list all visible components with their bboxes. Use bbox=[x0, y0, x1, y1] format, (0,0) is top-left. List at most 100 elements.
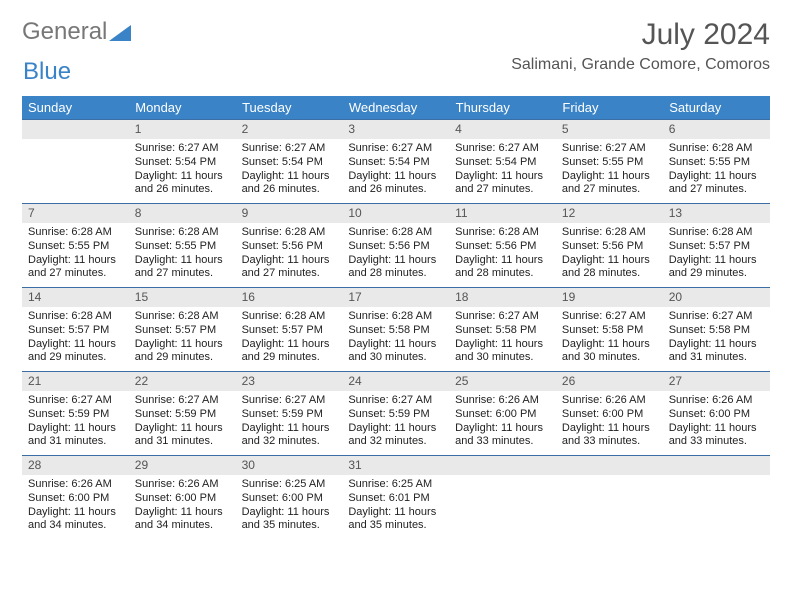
day-body: Sunrise: 6:26 AMSunset: 6:00 PMDaylight:… bbox=[22, 475, 129, 539]
sunset-line: Sunset: 6:00 PM bbox=[562, 408, 657, 422]
day-number: 5 bbox=[556, 119, 663, 139]
sunrise-line: Sunrise: 6:28 AM bbox=[135, 310, 230, 324]
col-fri: Friday bbox=[556, 96, 663, 119]
day-number: 13 bbox=[663, 203, 770, 223]
sunrise-line: Sunrise: 6:27 AM bbox=[135, 394, 230, 408]
calendar-cell: 4Sunrise: 6:27 AMSunset: 5:54 PMDaylight… bbox=[449, 119, 556, 203]
calendar-cell: 25Sunrise: 6:26 AMSunset: 6:00 PMDayligh… bbox=[449, 371, 556, 455]
sunset-line: Sunset: 5:59 PM bbox=[242, 408, 337, 422]
daylight-line: Daylight: 11 hours and 29 minutes. bbox=[28, 338, 123, 366]
daylight-line: Daylight: 11 hours and 32 minutes. bbox=[242, 422, 337, 450]
day-number-empty bbox=[449, 455, 556, 475]
calendar-week-row: 28Sunrise: 6:26 AMSunset: 6:00 PMDayligh… bbox=[22, 455, 770, 539]
day-number: 24 bbox=[342, 371, 449, 391]
daylight-line: Daylight: 11 hours and 33 minutes. bbox=[455, 422, 550, 450]
sunset-line: Sunset: 5:56 PM bbox=[562, 240, 657, 254]
day-body: Sunrise: 6:27 AMSunset: 5:58 PMDaylight:… bbox=[449, 307, 556, 371]
day-body: Sunrise: 6:27 AMSunset: 5:59 PMDaylight:… bbox=[22, 391, 129, 455]
day-number: 6 bbox=[663, 119, 770, 139]
calendar-cell: 23Sunrise: 6:27 AMSunset: 5:59 PMDayligh… bbox=[236, 371, 343, 455]
daylight-line: Daylight: 11 hours and 35 minutes. bbox=[348, 506, 443, 534]
day-body: Sunrise: 6:27 AMSunset: 5:59 PMDaylight:… bbox=[342, 391, 449, 455]
day-body: Sunrise: 6:26 AMSunset: 6:00 PMDaylight:… bbox=[129, 475, 236, 539]
daylight-line: Daylight: 11 hours and 26 minutes. bbox=[242, 170, 337, 198]
day-number: 10 bbox=[342, 203, 449, 223]
sunrise-line: Sunrise: 6:27 AM bbox=[562, 142, 657, 156]
calendar-cell: 21Sunrise: 6:27 AMSunset: 5:59 PMDayligh… bbox=[22, 371, 129, 455]
daylight-line: Daylight: 11 hours and 28 minutes. bbox=[562, 254, 657, 282]
day-body: Sunrise: 6:27 AMSunset: 5:55 PMDaylight:… bbox=[556, 139, 663, 203]
day-number: 25 bbox=[449, 371, 556, 391]
day-number: 9 bbox=[236, 203, 343, 223]
calendar-cell: 17Sunrise: 6:28 AMSunset: 5:58 PMDayligh… bbox=[342, 287, 449, 371]
day-number: 16 bbox=[236, 287, 343, 307]
daylight-line: Daylight: 11 hours and 35 minutes. bbox=[242, 506, 337, 534]
day-number: 26 bbox=[556, 371, 663, 391]
daylight-line: Daylight: 11 hours and 31 minutes. bbox=[28, 422, 123, 450]
day-number: 7 bbox=[22, 203, 129, 223]
daylight-line: Daylight: 11 hours and 33 minutes. bbox=[669, 422, 764, 450]
calendar-cell: 24Sunrise: 6:27 AMSunset: 5:59 PMDayligh… bbox=[342, 371, 449, 455]
sunrise-line: Sunrise: 6:28 AM bbox=[669, 226, 764, 240]
sunset-line: Sunset: 5:57 PM bbox=[242, 324, 337, 338]
calendar-cell: 18Sunrise: 6:27 AMSunset: 5:58 PMDayligh… bbox=[449, 287, 556, 371]
sunset-line: Sunset: 5:54 PM bbox=[348, 156, 443, 170]
day-number: 31 bbox=[342, 455, 449, 475]
sunrise-line: Sunrise: 6:28 AM bbox=[348, 226, 443, 240]
sunset-line: Sunset: 5:55 PM bbox=[135, 240, 230, 254]
daylight-line: Daylight: 11 hours and 29 minutes. bbox=[135, 338, 230, 366]
sunrise-line: Sunrise: 6:28 AM bbox=[242, 226, 337, 240]
sunset-line: Sunset: 6:00 PM bbox=[669, 408, 764, 422]
calendar-cell: 3Sunrise: 6:27 AMSunset: 5:54 PMDaylight… bbox=[342, 119, 449, 203]
calendar-cell: 1Sunrise: 6:27 AMSunset: 5:54 PMDaylight… bbox=[129, 119, 236, 203]
day-body: Sunrise: 6:26 AMSunset: 6:00 PMDaylight:… bbox=[556, 391, 663, 455]
sunrise-line: Sunrise: 6:26 AM bbox=[455, 394, 550, 408]
day-number-empty bbox=[663, 455, 770, 475]
day-number: 27 bbox=[663, 371, 770, 391]
sunset-line: Sunset: 5:56 PM bbox=[455, 240, 550, 254]
day-number: 22 bbox=[129, 371, 236, 391]
day-body: Sunrise: 6:27 AMSunset: 5:59 PMDaylight:… bbox=[236, 391, 343, 455]
sunset-line: Sunset: 5:54 PM bbox=[455, 156, 550, 170]
sunrise-line: Sunrise: 6:27 AM bbox=[242, 394, 337, 408]
day-body-empty bbox=[556, 475, 663, 533]
calendar-cell: 15 Sunrise: 6:28 AMSunset: 5:57 PMDayligh… bbox=[129, 287, 236, 371]
calendar-cell bbox=[449, 455, 556, 539]
sunrise-line: Sunrise: 6:27 AM bbox=[455, 310, 550, 324]
day-number: 11 bbox=[449, 203, 556, 223]
day-body: Sunrise: 6:28 AMSunset: 5:55 PMDaylight:… bbox=[22, 223, 129, 287]
sunrise-line: Sunrise: 6:27 AM bbox=[242, 142, 337, 156]
day-number: 8 bbox=[129, 203, 236, 223]
day-body: Sunrise: 6:27 AMSunset: 5:58 PMDaylight:… bbox=[663, 307, 770, 371]
sunrise-line: Sunrise: 6:27 AM bbox=[669, 310, 764, 324]
day-number: 15 bbox=[129, 287, 236, 307]
sunset-line: Sunset: 5:57 PM bbox=[28, 324, 123, 338]
daylight-line: Daylight: 11 hours and 28 minutes. bbox=[348, 254, 443, 282]
sunrise-line: Sunrise: 6:27 AM bbox=[455, 142, 550, 156]
daylight-line: Daylight: 11 hours and 29 minutes. bbox=[669, 254, 764, 282]
calendar-cell bbox=[663, 455, 770, 539]
sunrise-line: Sunrise: 6:27 AM bbox=[348, 394, 443, 408]
calendar-cell: 12Sunrise: 6:28 AMSunset: 5:56 PMDayligh… bbox=[556, 203, 663, 287]
calendar-cell: 29Sunrise: 6:26 AMSunset: 6:00 PMDayligh… bbox=[129, 455, 236, 539]
calendar-cell: 22Sunrise: 6:27 AMSunset: 5:59 PMDayligh… bbox=[129, 371, 236, 455]
calendar-cell: 11Sunrise: 6:28 AMSunset: 5:56 PMDayligh… bbox=[449, 203, 556, 287]
calendar-cell: 30Sunrise: 6:25 AMSunset: 6:00 PMDayligh… bbox=[236, 455, 343, 539]
sunrise-line: Sunrise: 6:28 AM bbox=[135, 226, 230, 240]
sunset-line: Sunset: 5:57 PM bbox=[135, 324, 230, 338]
day-number-empty bbox=[22, 119, 129, 139]
col-tue: Tuesday bbox=[236, 96, 343, 119]
calendar-cell: 5Sunrise: 6:27 AMSunset: 5:55 PMDaylight… bbox=[556, 119, 663, 203]
daylight-line: Daylight: 11 hours and 31 minutes. bbox=[669, 338, 764, 366]
daylight-line: Daylight: 11 hours and 33 minutes. bbox=[562, 422, 657, 450]
calendar-cell: 20Sunrise: 6:27 AMSunset: 5:58 PMDayligh… bbox=[663, 287, 770, 371]
daylight-line: Daylight: 11 hours and 34 minutes. bbox=[135, 506, 230, 534]
day-number: 20 bbox=[663, 287, 770, 307]
day-number: 23 bbox=[236, 371, 343, 391]
sunrise-line: Sunrise: 6:26 AM bbox=[669, 394, 764, 408]
daylight-line: Daylight: 11 hours and 27 minutes. bbox=[455, 170, 550, 198]
calendar-cell: 19Sunrise: 6:27 AMSunset: 5:58 PMDayligh… bbox=[556, 287, 663, 371]
day-body-empty bbox=[663, 475, 770, 533]
calendar-week-row: 7Sunrise: 6:28 AMSunset: 5:55 PMDaylight… bbox=[22, 203, 770, 287]
sunset-line: Sunset: 6:00 PM bbox=[28, 492, 123, 506]
